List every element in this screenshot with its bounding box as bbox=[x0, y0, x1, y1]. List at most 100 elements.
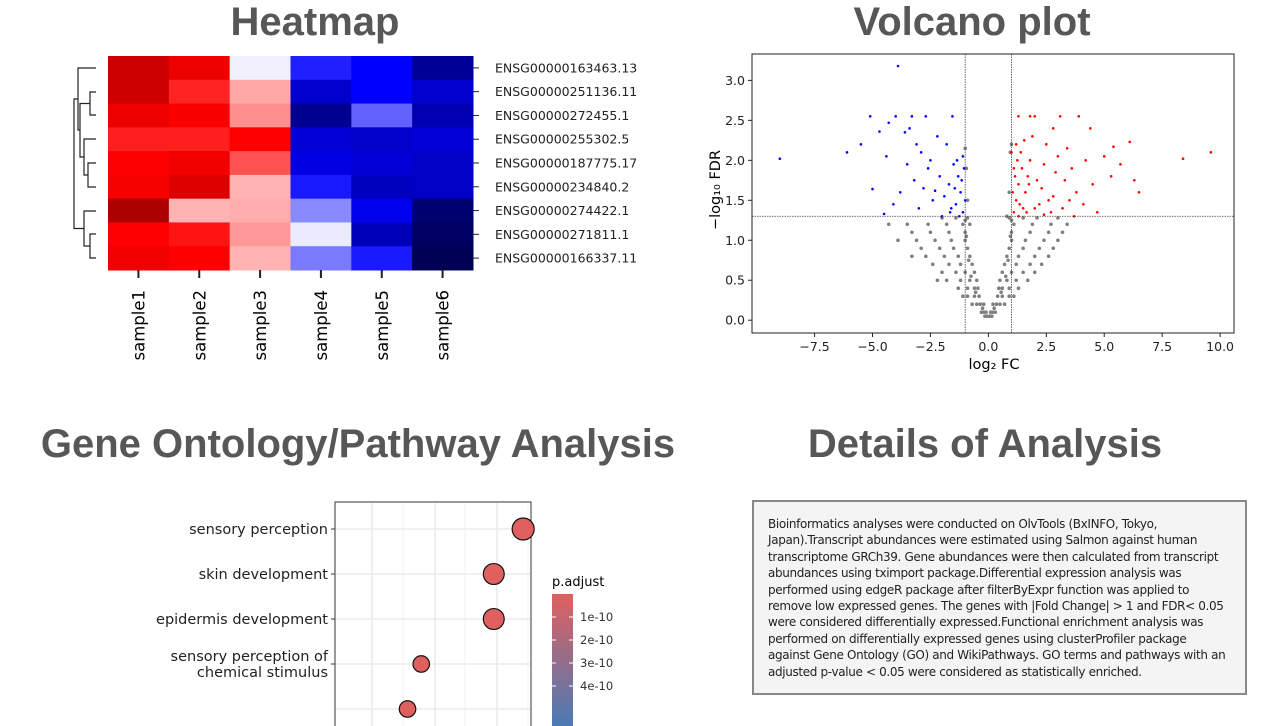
volcano-point-ns bbox=[956, 254, 961, 259]
heatmap-cell bbox=[412, 103, 474, 128]
volcano-point-ns bbox=[1060, 230, 1065, 235]
volcano-point-up bbox=[1075, 191, 1078, 194]
volcano-point-up bbox=[1095, 210, 1099, 214]
heatmap-col-label: sample6 bbox=[434, 290, 453, 361]
volcano-point-ns bbox=[974, 278, 979, 283]
heatmap-cell bbox=[168, 246, 231, 271]
volcano-point-up bbox=[1038, 202, 1041, 206]
volcano-point-up bbox=[1051, 194, 1055, 198]
volcano-point-up bbox=[1209, 151, 1213, 154]
go-term-label: sensory perception of chemical stimulus bbox=[171, 649, 329, 681]
volcano-point-down bbox=[945, 143, 948, 146]
volcano-point-up bbox=[1109, 175, 1113, 178]
heatmap-cell bbox=[351, 127, 413, 152]
go-term-label: epidermis development bbox=[156, 612, 328, 628]
volcano-point-up bbox=[1021, 206, 1025, 210]
volcano-point-ns bbox=[1028, 230, 1032, 235]
heatmap-row-label: ENSG00000163463.13 bbox=[495, 60, 637, 75]
volcano-point-ns bbox=[1039, 262, 1044, 267]
volcano-point-ns bbox=[1007, 246, 1012, 251]
volcano-ytick-label: 3.0 bbox=[725, 73, 745, 88]
heatmap-cell bbox=[229, 198, 291, 223]
volcano-point-ns bbox=[926, 222, 930, 227]
volcano-point-down bbox=[956, 175, 960, 178]
volcano-point-ns bbox=[1014, 278, 1018, 283]
volcano-point-down bbox=[922, 187, 925, 190]
volcano-point-up bbox=[1028, 115, 1032, 118]
volcano-point-down bbox=[915, 143, 918, 146]
volcano-point-ns bbox=[951, 246, 956, 251]
volcano-xtick-label: 5.0 bbox=[1094, 339, 1114, 354]
volcano-point-down bbox=[951, 115, 954, 118]
volcano-point-up bbox=[1133, 179, 1136, 182]
volcano-point-up bbox=[1089, 127, 1092, 130]
heatmap-cell bbox=[351, 174, 413, 200]
volcano-point-ns bbox=[923, 254, 928, 259]
volcano-point-down bbox=[948, 210, 952, 214]
volcano-point-ns bbox=[1028, 262, 1032, 267]
volcano-point-ns bbox=[886, 222, 891, 227]
volcano-point-ns bbox=[958, 262, 963, 267]
heatmap-cell bbox=[412, 222, 474, 247]
volcano-point-down bbox=[859, 143, 863, 146]
volcano-point-up bbox=[1031, 135, 1034, 138]
heatmap-col-label: sample5 bbox=[373, 290, 392, 361]
heatmap-cell bbox=[351, 79, 413, 105]
volcano-point-ns bbox=[914, 238, 919, 243]
volcano-point-up bbox=[1026, 175, 1030, 178]
volcano-point-down bbox=[894, 115, 897, 118]
volcano-point-up bbox=[1012, 167, 1016, 170]
volcano-point-up bbox=[1020, 167, 1024, 170]
volcano-point-ns bbox=[1032, 270, 1037, 275]
volcano-point-ns bbox=[973, 290, 978, 295]
volcano-ylabel: −log₁₀ FDR bbox=[708, 150, 724, 230]
volcano-point-ns bbox=[947, 262, 951, 267]
volcano-point-up bbox=[1063, 179, 1067, 182]
volcano-ytick-label: 2.0 bbox=[725, 153, 745, 168]
volcano-point-ns bbox=[1000, 270, 1005, 275]
heatmap-row-label: ENSG00000166337.11 bbox=[495, 251, 637, 266]
volcano-point-ns bbox=[1056, 216, 1060, 220]
volcano-point-ns bbox=[954, 270, 958, 275]
volcano-point-ns bbox=[992, 306, 996, 311]
volcano-point-up bbox=[1016, 159, 1019, 162]
volcano-point-ns bbox=[1003, 274, 1008, 279]
volcano-point-up bbox=[1044, 143, 1048, 146]
volcano-point-down bbox=[961, 155, 965, 158]
heatmap-cell bbox=[229, 151, 291, 176]
volcano-point-ns bbox=[961, 294, 965, 299]
volcano-ytick-label: 2.5 bbox=[725, 113, 745, 128]
volcano-point-up bbox=[1019, 151, 1023, 154]
heatmap-cell bbox=[290, 246, 352, 271]
volcano-point-up bbox=[1014, 198, 1018, 202]
heatmap-cell bbox=[229, 174, 291, 200]
heatmap-cell bbox=[108, 246, 170, 271]
volcano-point-up bbox=[1091, 183, 1094, 186]
heatmap-cell bbox=[290, 127, 352, 152]
volcano-point-up bbox=[1049, 210, 1053, 214]
volcano-point-up bbox=[1035, 179, 1039, 182]
volcano-point-ns bbox=[1035, 216, 1039, 220]
heatmap-cell bbox=[290, 56, 352, 81]
go-title: Gene Ontology/Pathway Analysis bbox=[40, 422, 676, 466]
volcano-point-up bbox=[1047, 198, 1050, 202]
volcano-point-ns bbox=[1016, 286, 1021, 291]
volcano-point-ns bbox=[966, 258, 971, 263]
volcano-point-ns bbox=[995, 294, 1000, 299]
heatmap-cell bbox=[229, 103, 291, 128]
heatmap-cell bbox=[412, 174, 474, 200]
go-point bbox=[482, 562, 505, 586]
volcano-point-up bbox=[1082, 202, 1085, 206]
volcano-point-ns bbox=[1012, 222, 1016, 227]
volcano-point-down bbox=[871, 187, 874, 191]
volcano-point-up bbox=[1072, 214, 1076, 218]
heatmap-col-label: sample2 bbox=[190, 290, 209, 361]
go-dotplot: sensory perception skin development epider… bbox=[156, 501, 613, 726]
volcano-point-ns bbox=[968, 254, 972, 259]
volcano-point-ns bbox=[993, 310, 998, 315]
heatmap-cell bbox=[229, 79, 291, 105]
colorbar bbox=[552, 594, 573, 726]
heatmap-col-label: sample1 bbox=[129, 290, 148, 361]
volcano-point-ns bbox=[919, 246, 923, 251]
